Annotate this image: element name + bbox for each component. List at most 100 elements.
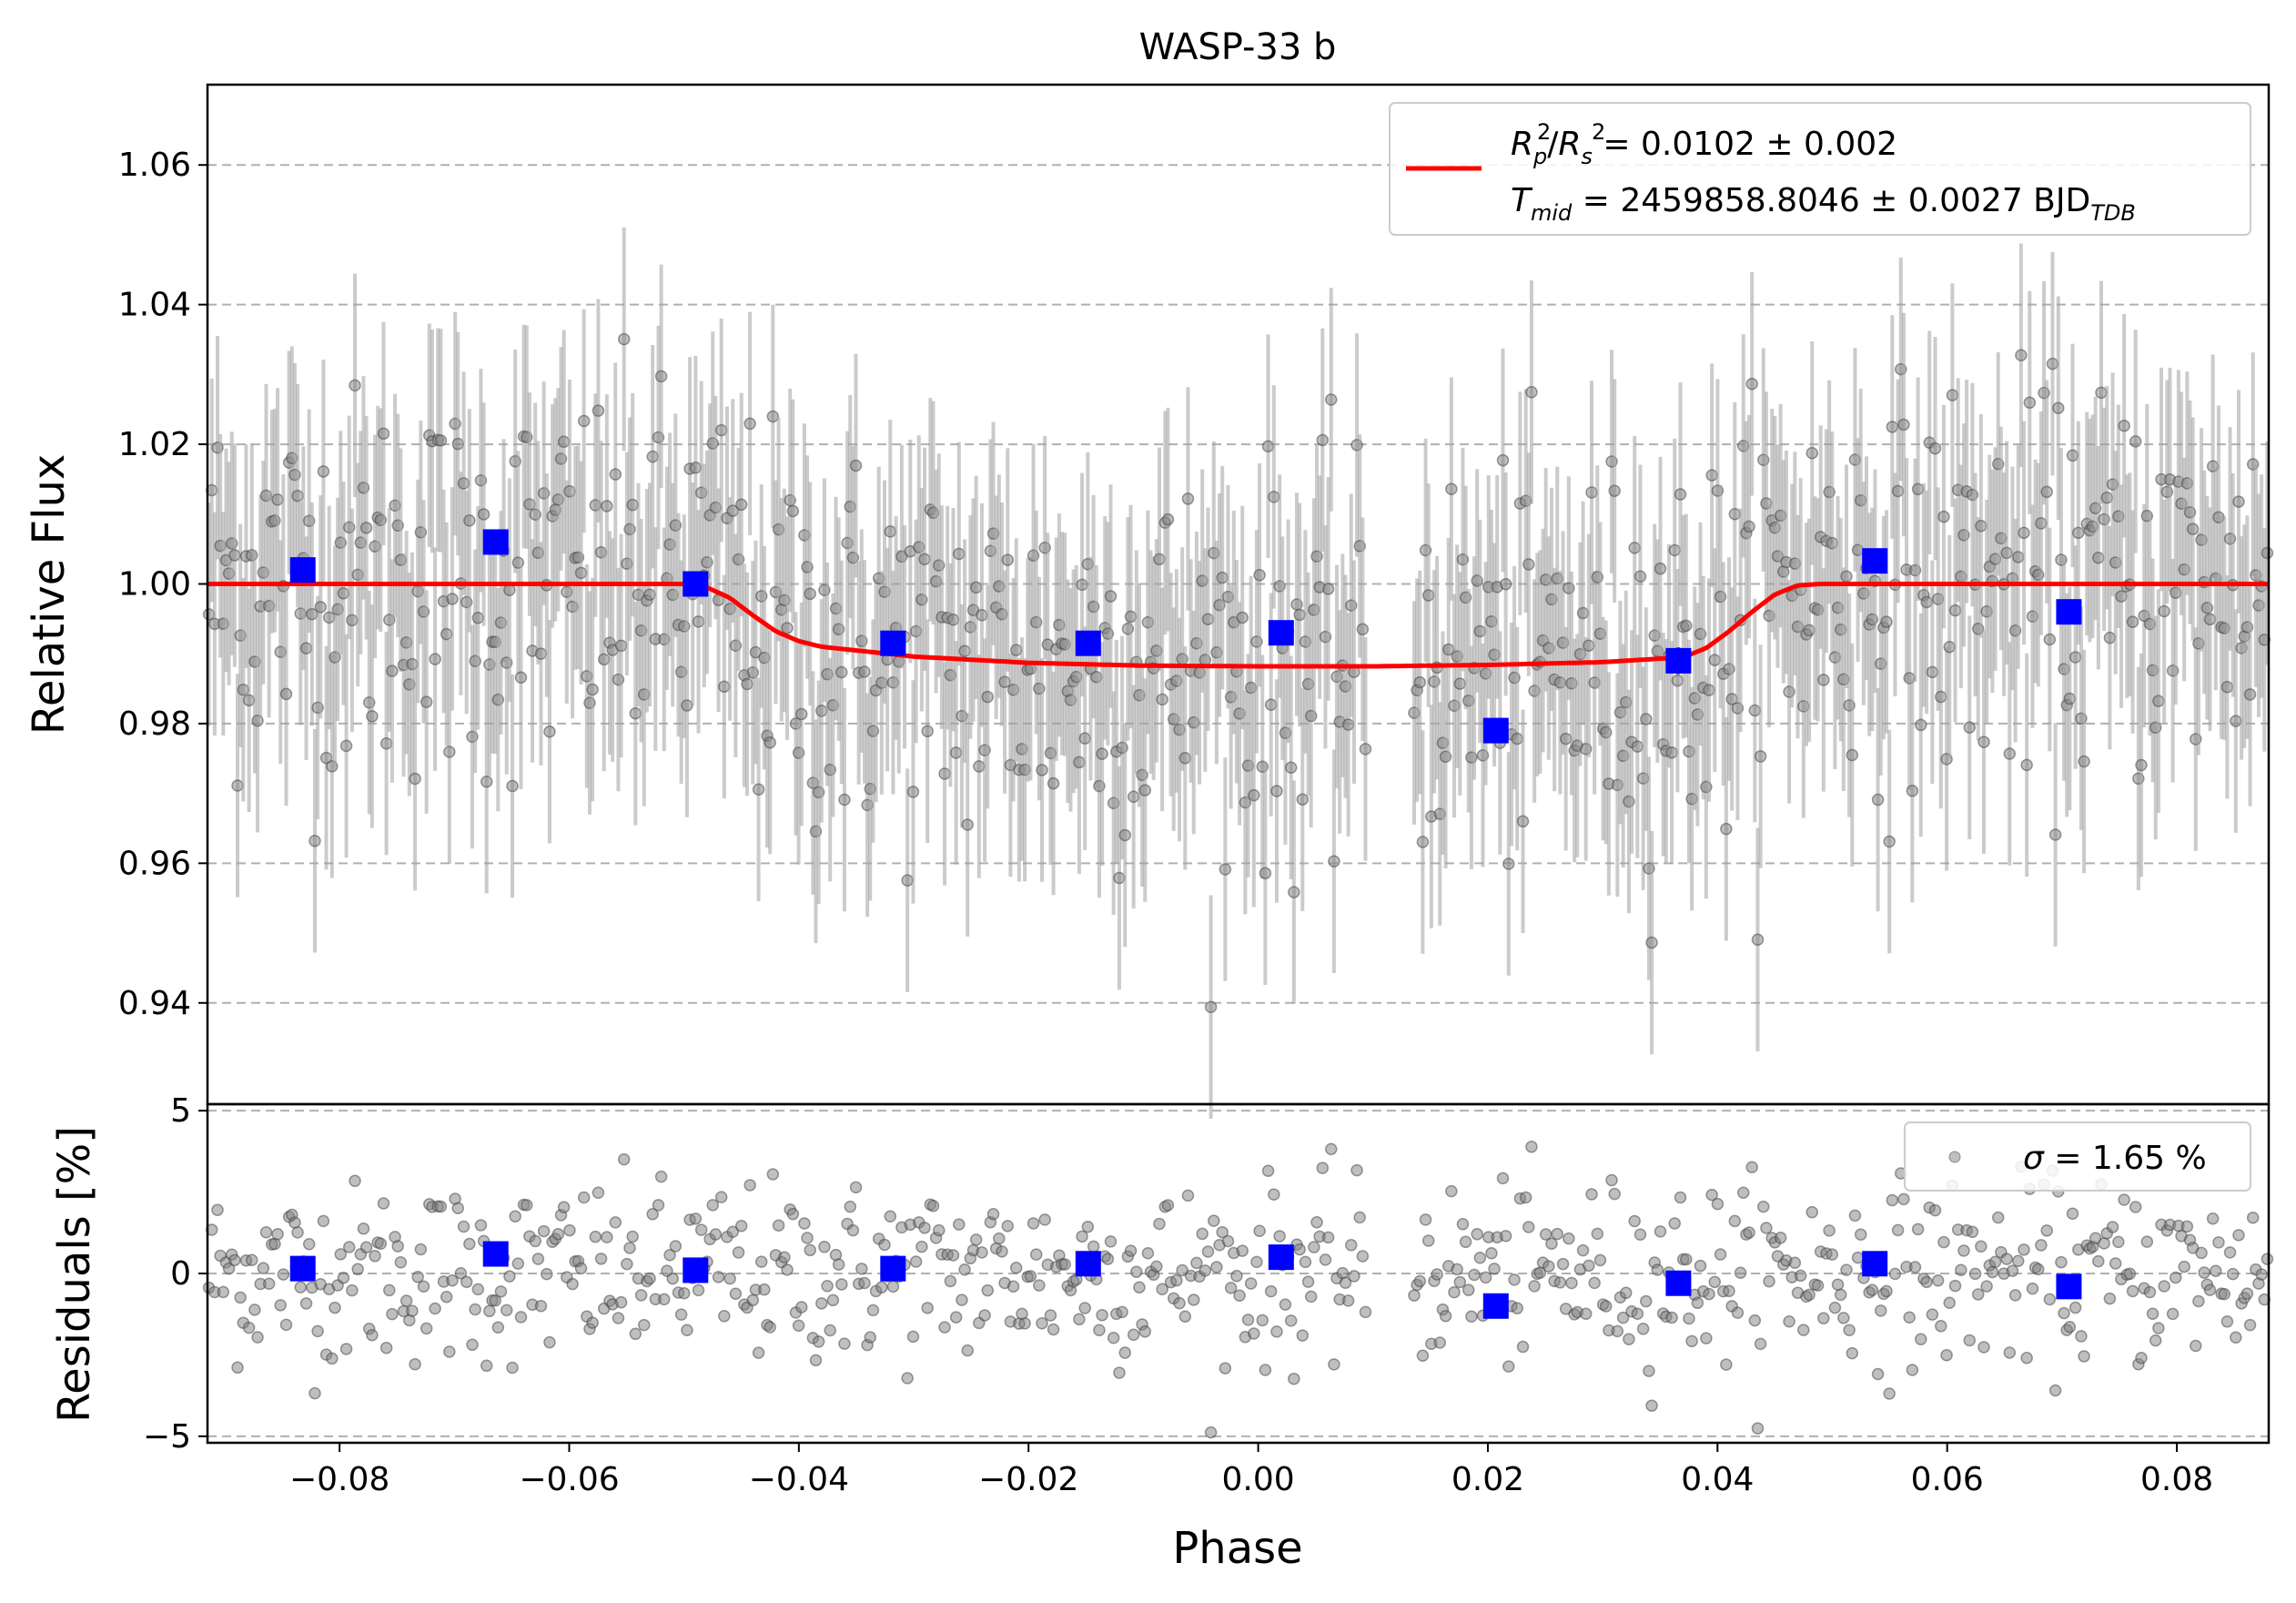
rs-symbol: R: [1558, 126, 1581, 163]
raw-residual-point: [1928, 1203, 1942, 1217]
binned-flux-point: [683, 571, 709, 597]
raw-flux-point: [1745, 377, 1758, 391]
raw-residual-point: [2058, 1306, 2070, 1320]
raw-residual-point: [2212, 1236, 2225, 1249]
raw-residual-point: [933, 1223, 946, 1237]
raw-residual-point: [506, 1361, 519, 1375]
raw-residual-point: [1130, 1265, 1143, 1278]
raw-residual-point: [2006, 1264, 2019, 1277]
binned-flux-point: [289, 557, 316, 583]
raw-residual-point: [626, 1230, 639, 1243]
raw-residual-point: [875, 1281, 888, 1294]
raw-flux-point: [1937, 510, 1950, 523]
raw-residual-point: [342, 1241, 356, 1253]
raw-residual-point: [302, 1237, 316, 1251]
raw-flux-point: [543, 725, 556, 738]
raw-residual-point: [993, 1232, 1006, 1245]
raw-residual-point: [1029, 1248, 1043, 1261]
raw-residual-point: [798, 1217, 811, 1230]
raw-residual-point: [311, 1324, 324, 1338]
raw-residual-point: [1456, 1218, 1470, 1231]
raw-flux-point: [1748, 704, 1762, 717]
raw-residual-point: [758, 1283, 771, 1296]
raw-flux-point: [1073, 756, 1086, 769]
rs-sub: s: [1581, 144, 1593, 169]
raw-residual-point: [257, 1262, 270, 1274]
raw-residual-point: [460, 1275, 473, 1289]
raw-residual-point: [1141, 1247, 1155, 1260]
raw-residual-point: [521, 1199, 533, 1212]
raw-residual-point: [2206, 1212, 2220, 1225]
raw-residual-point: [1585, 1188, 1598, 1201]
raw-residual-point: [718, 1310, 731, 1323]
raw-residual-point: [2210, 1264, 2222, 1277]
raw-flux-point: [2066, 449, 2079, 462]
raw-flux-point: [858, 665, 871, 678]
raw-flux-point: [1359, 743, 1372, 756]
raw-residual-point: [400, 1294, 413, 1307]
raw-residual-point: [299, 1297, 313, 1310]
raw-flux-point: [2092, 551, 2105, 564]
binned-residual-point: [880, 1255, 906, 1282]
raw-residual-point: [251, 1331, 264, 1344]
raw-residual-point: [308, 1386, 321, 1400]
sigma-symbol: σ: [2023, 1140, 2045, 1177]
residuals-y-tick-label: −5: [143, 1418, 191, 1456]
raw-flux-point: [379, 736, 393, 750]
chart-title: WASP-33 b: [1139, 26, 1337, 68]
raw-flux-point: [1946, 389, 1959, 401]
raw-residual-point: [406, 1304, 419, 1317]
raw-residual-point: [658, 1293, 671, 1306]
raw-residual-point: [1416, 1349, 1430, 1363]
raw-residual-point: [623, 1242, 636, 1254]
raw-residual-point: [996, 1245, 1008, 1258]
raw-residual-point: [228, 1253, 241, 1267]
raw-residual-point: [1763, 1274, 1775, 1288]
raw-residual-point: [866, 1304, 880, 1317]
raw-flux-point: [1911, 482, 1925, 496]
raw-residual-point: [666, 1272, 679, 1285]
raw-flux-point: [1803, 624, 1816, 637]
raw-residual-point: [2135, 1352, 2148, 1365]
flux-y-tick-label: 0.96: [118, 845, 191, 882]
raw-residual-point: [1078, 1302, 1091, 1314]
raw-residual-point: [652, 1199, 665, 1212]
raw-residual-point: [2140, 1235, 2154, 1248]
raw-flux-point: [1525, 386, 1538, 399]
raw-flux-point: [322, 611, 336, 624]
raw-residual-point: [1734, 1266, 1747, 1280]
raw-residual-point: [1324, 1142, 1338, 1156]
raw-flux-point: [299, 642, 313, 654]
raw-residual-point: [1118, 1346, 1131, 1359]
raw-residual-point: [609, 1216, 622, 1229]
raw-flux-point: [346, 614, 359, 627]
raw-residual-point: [1273, 1230, 1286, 1243]
raw-residual-point: [1760, 1222, 1773, 1234]
raw-flux-point: [734, 498, 748, 512]
raw-residual-point: [689, 1212, 703, 1225]
raw-residual-point: [1605, 1173, 1618, 1187]
raw-residual-point: [1511, 1302, 1523, 1314]
raw-flux-point: [2035, 517, 2048, 530]
raw-residual-point: [621, 1257, 633, 1271]
raw-residual-point: [629, 1327, 642, 1341]
raw-residual-point: [1685, 1334, 1698, 1348]
raw-residual-point: [764, 1321, 776, 1334]
raw-flux-point: [339, 739, 353, 753]
raw-residual-point: [795, 1301, 808, 1314]
raw-residual-point: [366, 1329, 379, 1342]
raw-residual-point: [2026, 1282, 2039, 1295]
raw-residual-point: [886, 1280, 900, 1294]
raw-residual-point: [1988, 1255, 2002, 1269]
raw-flux-point: [279, 687, 293, 701]
raw-residual-point: [454, 1266, 468, 1280]
raw-flux-point: [617, 332, 631, 346]
raw-residual-point: [1565, 1276, 1578, 1290]
raw-residual-point: [514, 1311, 528, 1324]
binned-residual-point: [1268, 1244, 1294, 1271]
raw-residual-point: [2098, 1237, 2110, 1250]
raw-residual-point: [1353, 1211, 1366, 1224]
raw-residual-point: [809, 1354, 823, 1367]
raw-residual-point: [617, 1152, 631, 1166]
